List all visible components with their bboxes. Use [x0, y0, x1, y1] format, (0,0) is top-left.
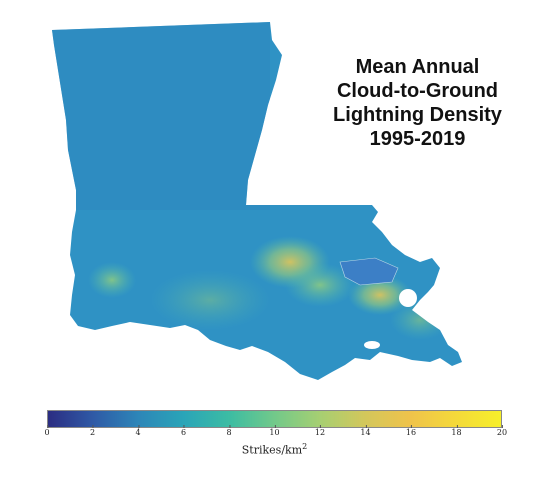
- title-line-1: Mean Annual: [355, 56, 480, 78]
- colorbar-unit-exponent: 2: [302, 442, 308, 451]
- colorbar-label: Strikes/km2: [47, 442, 502, 457]
- colorbar-tick-label: 18: [451, 425, 462, 437]
- colorbar-ticks: 0 2 4 6 8 10 12 14 16 18 20: [44, 425, 507, 448]
- map-title: Mean Annual Cloud-to-Ground Lightning De…: [300, 55, 535, 151]
- colorbar-tick-label: 12: [314, 425, 326, 437]
- colorbar-tick-label: 10: [269, 425, 280, 437]
- density-highlights: [52, 22, 450, 340]
- colorbar: [47, 410, 502, 428]
- lake-features: [339, 257, 417, 349]
- title-line-3: Lightning Density: [333, 104, 502, 126]
- colorbar-tick-label: 2: [89, 425, 96, 437]
- lake-borgne: [399, 289, 417, 307]
- title-line-4: 1995-2019: [369, 128, 466, 150]
- title-line-2: Cloud-to-Ground: [336, 80, 499, 102]
- colorbar-unit: Strikes/km: [241, 443, 303, 457]
- colorbar-tick-label: 6: [180, 425, 187, 437]
- colorbar-tick-label: 8: [226, 425, 232, 437]
- lake-maurepas: [339, 257, 399, 286]
- colorbar-tick-label: 20: [496, 425, 508, 437]
- colorbar-tick-label: 16: [405, 425, 417, 437]
- colorbar-tick-label: 4: [135, 425, 141, 437]
- colorbar-tick-label: 14: [360, 425, 371, 437]
- colorbar-tick-label: 0: [44, 425, 50, 437]
